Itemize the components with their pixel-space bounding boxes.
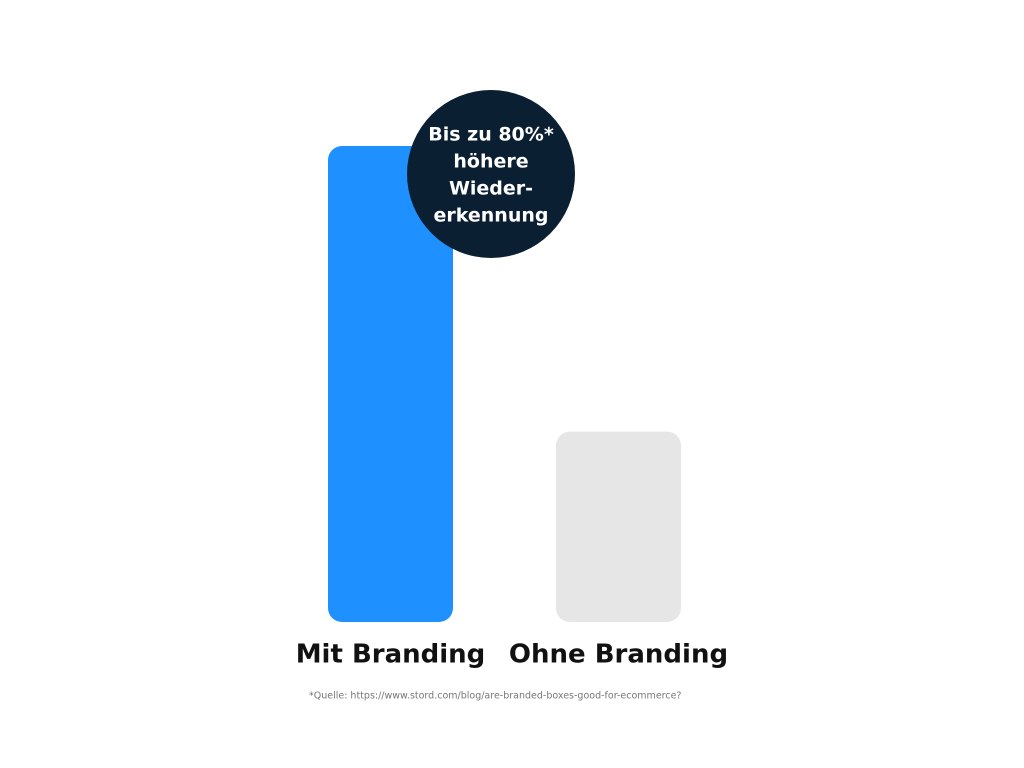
- annotation-text: höhere: [453, 151, 528, 173]
- bar: [328, 146, 453, 622]
- annotation-text: erkennung: [434, 205, 549, 227]
- annotation-text: Bis zu 80%*: [428, 124, 554, 146]
- source-note: *Quelle: https://www.stord.com/blog/are-…: [309, 691, 681, 702]
- annotation-badge: [407, 90, 575, 258]
- category-label: Mit Branding: [296, 640, 486, 670]
- annotation-text: Wieder-: [449, 178, 533, 200]
- bar: [556, 431, 681, 622]
- category-label: Ohne Branding: [509, 640, 728, 670]
